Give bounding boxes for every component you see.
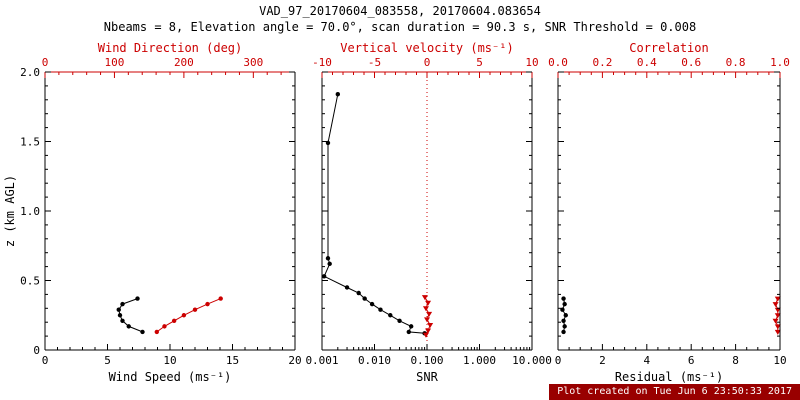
svg-text:0.6: 0.6 bbox=[681, 56, 701, 69]
svg-text:2: 2 bbox=[599, 354, 606, 367]
svg-text:z (km AGL): z (km AGL) bbox=[3, 175, 17, 247]
svg-text:0.8: 0.8 bbox=[726, 56, 746, 69]
svg-text:0: 0 bbox=[424, 56, 431, 69]
svg-text:0: 0 bbox=[42, 354, 49, 367]
svg-text:10: 10 bbox=[525, 56, 538, 69]
created-timestamp: Plot created on Tue Jun 6 23:50:33 2017 bbox=[549, 384, 800, 400]
svg-text:5: 5 bbox=[476, 56, 483, 69]
svg-text:0: 0 bbox=[555, 354, 562, 367]
svg-text:20: 20 bbox=[288, 354, 301, 367]
svg-text:2.0: 2.0 bbox=[20, 66, 40, 79]
svg-text:10.000: 10.000 bbox=[512, 354, 552, 367]
svg-text:SNR: SNR bbox=[416, 370, 438, 384]
svg-text:6: 6 bbox=[688, 354, 695, 367]
svg-text:1.000: 1.000 bbox=[463, 354, 496, 367]
svg-text:Correlation: Correlation bbox=[629, 41, 708, 55]
svg-text:0: 0 bbox=[42, 56, 49, 69]
svg-text:0.001: 0.001 bbox=[305, 354, 338, 367]
svg-text:Residual (ms⁻¹): Residual (ms⁻¹) bbox=[615, 370, 723, 384]
plot-subtitle: Nbeams = 8, Elevation angle = 70.0°, sca… bbox=[103, 20, 697, 34]
svg-text:15: 15 bbox=[226, 354, 239, 367]
svg-text:5: 5 bbox=[104, 354, 111, 367]
plot-title: VAD_97_20170604_083558, 20170604.083654 bbox=[259, 4, 541, 18]
svg-text:1.0: 1.0 bbox=[20, 205, 40, 218]
svg-text:10: 10 bbox=[163, 354, 176, 367]
svg-text:100: 100 bbox=[105, 56, 125, 69]
svg-text:-10: -10 bbox=[312, 56, 332, 69]
svg-text:0: 0 bbox=[33, 344, 40, 357]
svg-text:Wind Speed (ms⁻¹): Wind Speed (ms⁻¹) bbox=[109, 370, 232, 384]
svg-text:4: 4 bbox=[643, 354, 650, 367]
svg-text:300: 300 bbox=[243, 56, 263, 69]
svg-text:1.0: 1.0 bbox=[770, 56, 790, 69]
svg-text:0.100: 0.100 bbox=[410, 354, 443, 367]
svg-text:1.5: 1.5 bbox=[20, 136, 40, 149]
svg-text:0.5: 0.5 bbox=[20, 275, 40, 288]
svg-text:0.0: 0.0 bbox=[548, 56, 568, 69]
svg-text:10: 10 bbox=[773, 354, 786, 367]
svg-text:8: 8 bbox=[732, 354, 739, 367]
svg-text:0.2: 0.2 bbox=[592, 56, 612, 69]
svg-text:Vertical velocity (ms⁻¹): Vertical velocity (ms⁻¹) bbox=[340, 41, 513, 55]
svg-text:200: 200 bbox=[174, 56, 194, 69]
svg-text:0.010: 0.010 bbox=[358, 354, 391, 367]
svg-text:-5: -5 bbox=[368, 56, 381, 69]
svg-text:0.4: 0.4 bbox=[637, 56, 657, 69]
svg-text:Wind Direction (deg): Wind Direction (deg) bbox=[98, 41, 243, 55]
